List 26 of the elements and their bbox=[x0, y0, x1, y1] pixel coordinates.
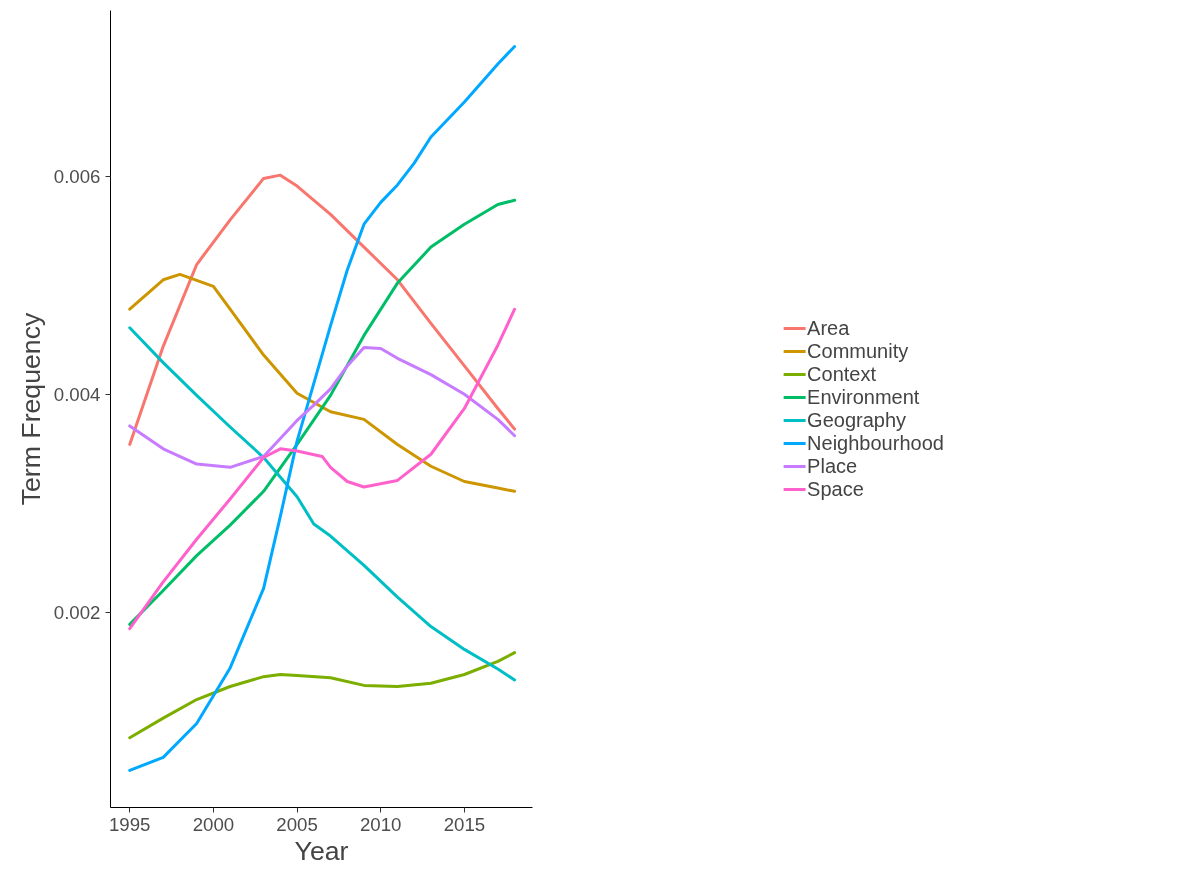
x-tick-label: 2015 bbox=[443, 813, 486, 835]
line-series bbox=[128, 44, 517, 772]
line-series bbox=[128, 345, 517, 469]
legend-label: Environment bbox=[807, 385, 920, 409]
x-tick-label: 1995 bbox=[108, 813, 151, 835]
legend-label: Context bbox=[807, 362, 877, 386]
legend-label: Geography bbox=[807, 408, 907, 432]
line-series bbox=[128, 307, 517, 631]
y-tick-label: 0.006 bbox=[53, 165, 101, 187]
legend-label: Space bbox=[807, 477, 864, 501]
legend-label: Neighbourhood bbox=[807, 431, 944, 455]
y-tick-label: 0.004 bbox=[53, 383, 101, 405]
line-series bbox=[128, 198, 517, 626]
legend-label: Area bbox=[807, 316, 850, 340]
x-tick-label: 2010 bbox=[359, 813, 402, 835]
y-axis-title: Term Frequency bbox=[15, 312, 46, 506]
x-tick-label: 2005 bbox=[276, 813, 318, 835]
x-axis-title: Year bbox=[294, 835, 349, 866]
legend-label: Place bbox=[807, 454, 858, 478]
line-series bbox=[128, 272, 517, 493]
line-series bbox=[128, 173, 517, 446]
y-tick-label: 0.002 bbox=[53, 601, 101, 623]
line-series bbox=[128, 651, 517, 740]
legend-label: Community bbox=[807, 339, 909, 363]
x-tick-label: 2000 bbox=[192, 813, 235, 835]
line-series bbox=[128, 326, 517, 682]
